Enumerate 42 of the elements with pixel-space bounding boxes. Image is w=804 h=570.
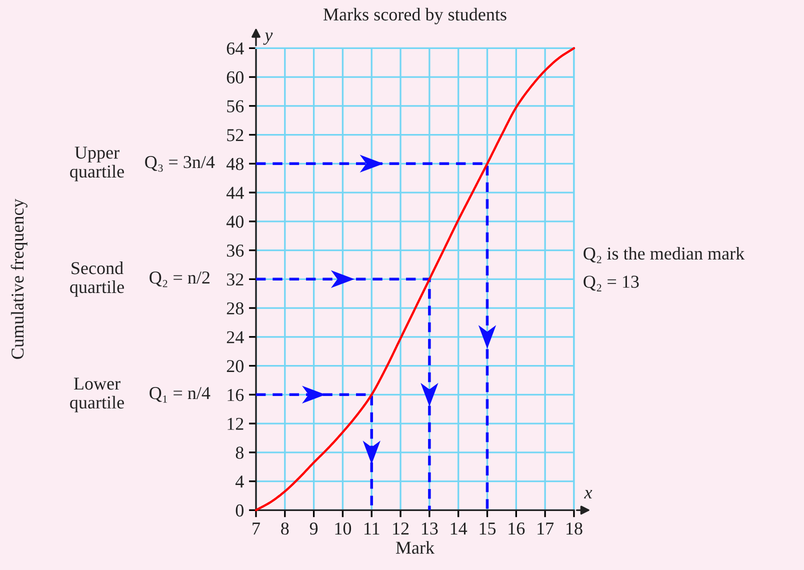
y-tick-label: 44 bbox=[226, 186, 244, 199]
y-tick-label: 0 bbox=[236, 504, 244, 517]
x-tick-label: 7 bbox=[252, 522, 260, 534]
y-tick-label: 36 bbox=[226, 244, 244, 257]
y-tick-label: 4 bbox=[236, 476, 244, 488]
y-tick-label: 24 bbox=[226, 331, 244, 344]
y-tick-label: 40 bbox=[226, 216, 244, 228]
x-tick-label: 9 bbox=[310, 522, 318, 535]
y-tick-label: 12 bbox=[228, 418, 244, 430]
y-tick-label: 20 bbox=[226, 360, 244, 372]
x-axis-title: Mark bbox=[396, 541, 435, 554]
text: x bbox=[584, 490, 592, 498]
x-tick-label: 16 bbox=[508, 522, 525, 535]
text: Cumulative frequency bbox=[10, 198, 28, 359]
text: Q₂ = 13 bbox=[584, 276, 639, 292]
text: Q₁ = n/4 bbox=[150, 387, 210, 403]
x-tick-label: 18 bbox=[566, 522, 582, 535]
x-tick-label: 14 bbox=[450, 522, 468, 534]
text: Second quartile bbox=[70, 262, 124, 297]
x-tick-label: 15 bbox=[480, 522, 496, 535]
x-tick-label: 12 bbox=[393, 522, 409, 534]
y-tick-label: 56 bbox=[227, 100, 244, 112]
text: Lower quartile bbox=[70, 378, 124, 412]
y-tick-label: 52 bbox=[227, 129, 244, 142]
x-tick-label: 11 bbox=[364, 522, 380, 534]
x-tick-label: 8 bbox=[281, 522, 289, 535]
x-tick-label: 10 bbox=[335, 522, 352, 535]
y-tick-label: 48 bbox=[226, 158, 244, 170]
x-tick-label: 13 bbox=[422, 522, 438, 535]
y-tick-label: 28 bbox=[226, 302, 244, 314]
y-tick-label: 8 bbox=[236, 446, 244, 459]
chart-title: Marks scored by students bbox=[323, 8, 506, 24]
x-tick-label: 17 bbox=[538, 522, 554, 534]
text: Q₂ = n/2 bbox=[150, 272, 210, 288]
text: Q₂ is the median mark bbox=[584, 246, 745, 264]
y-tick-label: 16 bbox=[228, 388, 244, 402]
text: Q₃ = 3n/4 bbox=[145, 156, 215, 172]
y-tick-label: 60 bbox=[226, 71, 244, 84]
y-tick-label: 64 bbox=[226, 42, 244, 55]
text: Upper quartile bbox=[70, 146, 124, 182]
text: y bbox=[263, 32, 273, 45]
y-tick-label: 32 bbox=[226, 273, 244, 286]
